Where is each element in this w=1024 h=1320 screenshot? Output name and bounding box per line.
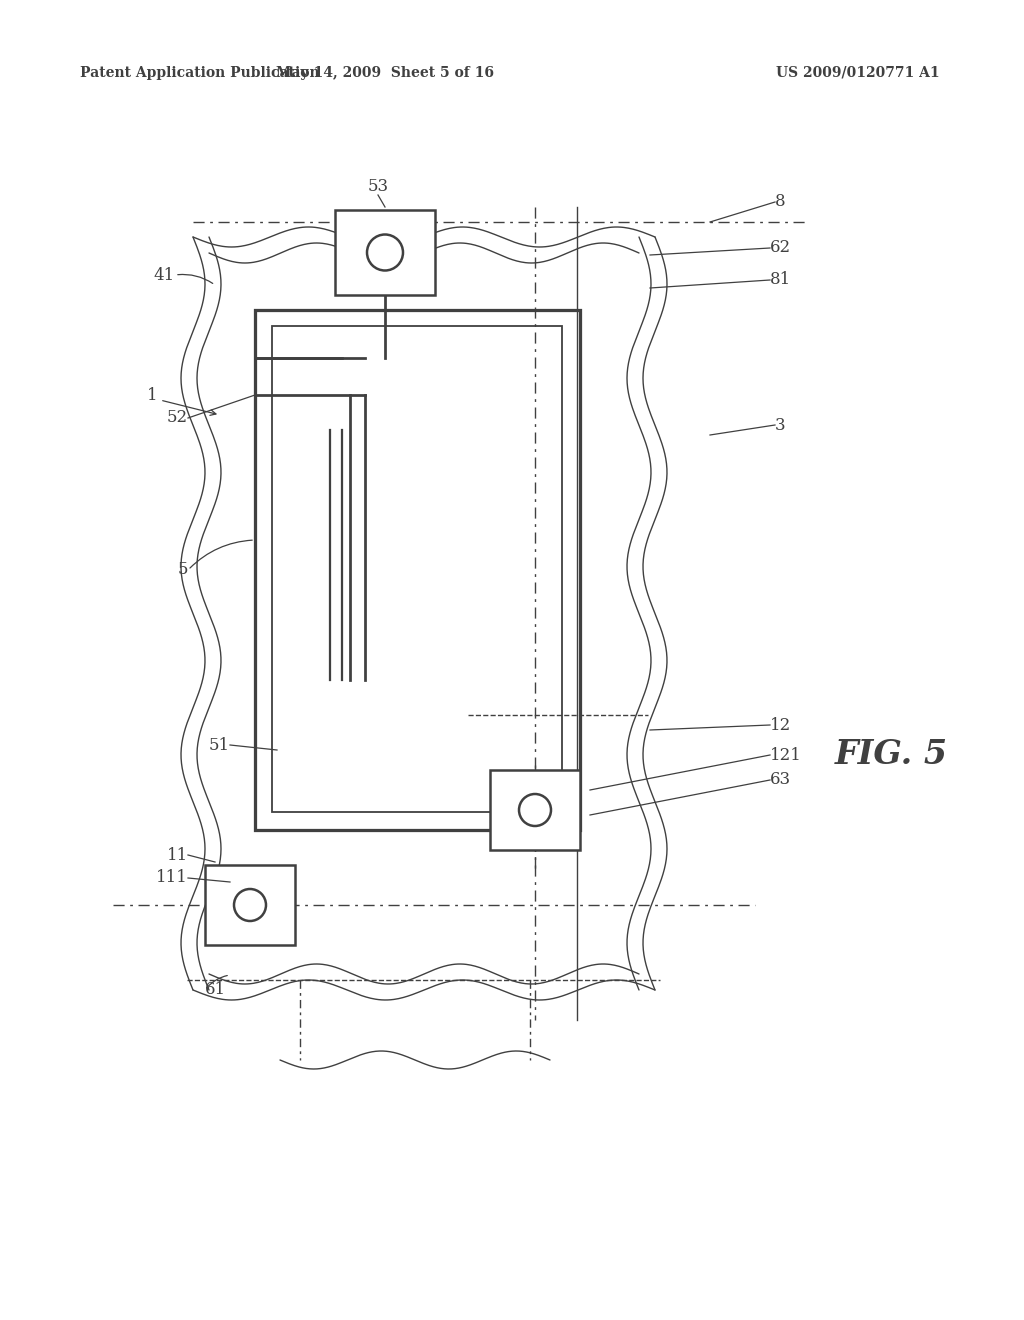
Text: 1: 1 — [146, 387, 158, 404]
Text: 5: 5 — [177, 561, 188, 578]
Text: 11: 11 — [167, 846, 188, 863]
Text: May 14, 2009  Sheet 5 of 16: May 14, 2009 Sheet 5 of 16 — [276, 66, 494, 81]
Text: FIG. 5: FIG. 5 — [835, 738, 948, 771]
Bar — [255, 310, 580, 830]
Text: 8: 8 — [775, 194, 785, 210]
Circle shape — [234, 888, 266, 921]
Text: 41: 41 — [154, 267, 175, 284]
Text: 81: 81 — [770, 272, 792, 289]
Text: Patent Application Publication: Patent Application Publication — [80, 66, 319, 81]
Bar — [272, 326, 562, 812]
Text: 51: 51 — [209, 737, 230, 754]
Text: 63: 63 — [770, 771, 792, 788]
Bar — [205, 865, 295, 945]
Text: 53: 53 — [368, 178, 388, 195]
Bar — [490, 770, 580, 850]
Text: 12: 12 — [770, 717, 792, 734]
Text: 61: 61 — [205, 982, 226, 998]
Text: 52: 52 — [167, 409, 188, 426]
Text: 3: 3 — [775, 417, 785, 433]
Circle shape — [519, 795, 551, 826]
Bar — [335, 210, 435, 294]
Text: 111: 111 — [156, 870, 188, 887]
Circle shape — [367, 235, 403, 271]
Text: 62: 62 — [770, 239, 792, 256]
Text: US 2009/0120771 A1: US 2009/0120771 A1 — [776, 66, 940, 81]
Text: 121: 121 — [770, 747, 802, 763]
